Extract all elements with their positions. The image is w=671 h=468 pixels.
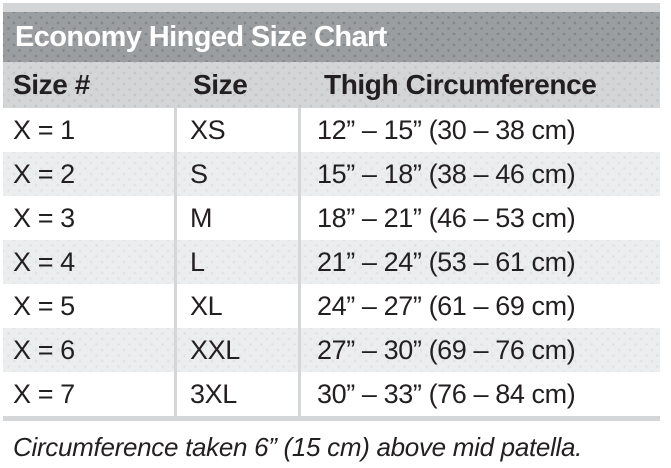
cell-size-number: X = 7 [3,372,177,416]
table-row: X = 4 L 21” – 24” (53 – 61 cm) [3,240,660,284]
cell-thigh-circumference: 24” – 27” (61 – 69 cm) [317,290,576,321]
cell-size-number: X = 2 [3,152,177,196]
table-body: X = 1 XS 12” – 15” (30 – 38 cm) X = 2 S … [3,108,660,416]
cell-size: M [177,196,301,240]
cell-size: L [177,240,301,284]
top-accent-strip [3,3,660,12]
table-row: X = 1 XS 12” – 15” (30 – 38 cm) [3,108,660,152]
cell-size-number: X = 5 [3,284,177,328]
cell-thigh-circumference: 18” – 21” (46 – 53 cm) [317,202,576,233]
table-row: X = 7 3XL 30” – 33” (76 – 84 cm) [3,372,660,416]
cell-size: XXL [177,328,301,372]
header-size-number: Size # [13,69,90,100]
cell-size: XS [177,108,301,152]
cell-size: XL [177,284,301,328]
footnote: Circumference taken 6” (15 cm) above mid… [13,432,583,462]
table-row: X = 3 M 18” – 21” (46 – 53 cm) [3,196,660,240]
cell-size-number: X = 3 [3,196,177,240]
cell-thigh-circumference: 27” – 30” (69 – 76 cm) [317,334,576,365]
cell-size-number: X = 1 [3,108,177,152]
table-row: X = 5 XL 24” – 27” (61 – 69 cm) [3,284,660,328]
chart-title: Economy Hinged Size Chart [15,20,387,53]
header-row: Size # Size Thigh Circumference [3,62,660,108]
cell-size-number: X = 4 [3,240,177,284]
title-bar: Economy Hinged Size Chart [3,12,660,62]
cell-thigh-circumference: 15” – 18” (38 – 46 cm) [317,158,576,189]
cell-size: S [177,152,301,196]
cell-thigh-circumference: 12” – 15” (30 – 38 cm) [317,114,576,145]
bottom-divider-bar [3,416,660,421]
cell-thigh-circumference: 21” – 24” (53 – 61 cm) [317,246,576,277]
cell-size-number: X = 6 [3,328,177,372]
header-thigh-circumference: Thigh Circumference [324,69,597,100]
cell-thigh-circumference: 30” – 33” (76 – 84 cm) [317,378,576,409]
table-row: X = 6 XXL 27” – 30” (69 – 76 cm) [3,328,660,372]
header-size: Size [193,69,248,100]
size-chart-table: Economy Hinged Size Chart Size # Size Th… [3,3,660,463]
cell-size: 3XL [177,372,301,416]
table-row: X = 2 S 15” – 18” (38 – 46 cm) [3,152,660,196]
